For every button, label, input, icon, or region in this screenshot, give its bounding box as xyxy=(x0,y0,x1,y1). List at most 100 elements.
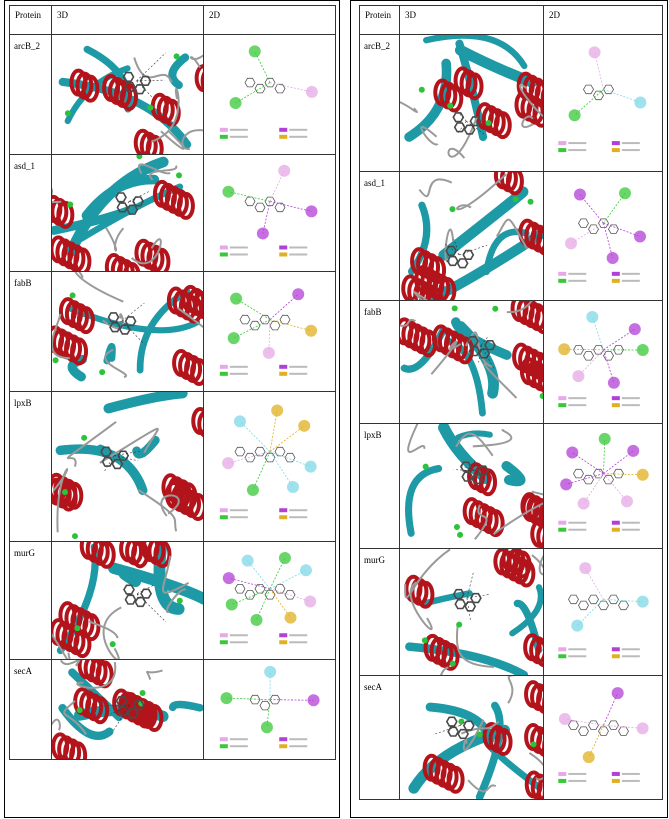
residue-bubble xyxy=(271,404,284,417)
header-2d: 2D xyxy=(543,5,663,35)
ligand-stick-model xyxy=(452,588,482,612)
interaction-dash xyxy=(269,699,314,701)
alpha-helix xyxy=(524,723,543,757)
diagram-background xyxy=(544,301,662,423)
structure-3d-cell xyxy=(51,271,204,392)
coil-segment xyxy=(104,226,125,252)
alpha-helix xyxy=(102,74,139,112)
alpha-helix xyxy=(52,235,92,271)
structure-3d-cell xyxy=(51,659,204,760)
turn-region xyxy=(485,119,492,126)
coil-segment xyxy=(76,661,117,689)
interaction-dash xyxy=(603,89,641,103)
residue-bubble xyxy=(220,692,233,705)
structure-3d-cell xyxy=(399,548,544,676)
interaction-line xyxy=(101,704,130,707)
diagram-background xyxy=(544,549,662,675)
interaction-line xyxy=(136,79,165,82)
alpha-helix xyxy=(530,519,543,548)
structure-3d-cell xyxy=(51,154,204,272)
coil-segment xyxy=(507,676,514,704)
beta-sheet-ribbon xyxy=(509,584,543,637)
turn-region xyxy=(139,689,146,696)
interaction-2d-diagram xyxy=(204,272,335,391)
ligand-stick-model xyxy=(122,71,152,95)
interaction-dash xyxy=(269,588,311,602)
residue-bubble xyxy=(636,595,649,608)
turn-region xyxy=(457,531,464,538)
residue-bubble xyxy=(246,483,259,496)
residue-bubble xyxy=(620,495,633,508)
interaction-line xyxy=(110,704,130,715)
turn-region xyxy=(418,86,425,93)
interaction-line xyxy=(136,593,140,601)
interaction-dash xyxy=(584,567,604,600)
coil-segment xyxy=(181,129,203,150)
beta-sheet-ribbon xyxy=(501,460,526,487)
protein-row: secA xyxy=(359,675,663,800)
header-3d: 3D xyxy=(399,5,544,35)
alpha-helix xyxy=(119,542,150,569)
coil-segment xyxy=(407,424,426,453)
interaction-2d-cell xyxy=(203,391,336,542)
coil-segment xyxy=(447,116,478,159)
beta-sheet-ribbon xyxy=(118,568,142,588)
alpha-helix xyxy=(423,633,460,671)
interaction-2d-diagram xyxy=(544,301,662,423)
residue-bubble xyxy=(305,324,318,337)
ligand-2d-structure xyxy=(244,77,286,94)
structure-3d-cell xyxy=(399,300,544,424)
residue-bubble xyxy=(230,292,243,305)
interaction-dash xyxy=(226,697,271,700)
residue-bubble xyxy=(566,446,579,459)
protein-row: fabB xyxy=(9,271,336,392)
beta-sheet-ribbon xyxy=(103,342,116,365)
turn-region xyxy=(451,305,458,312)
coil-segment xyxy=(60,660,81,667)
residue-bubble xyxy=(305,85,318,98)
turn-region xyxy=(81,434,88,441)
coil-segment xyxy=(133,57,173,84)
residue-bubble xyxy=(278,552,291,565)
interaction-line xyxy=(453,469,474,471)
interaction-dash xyxy=(603,328,636,351)
turn-region xyxy=(449,206,456,213)
interaction-legend xyxy=(219,508,308,520)
interaction-dash xyxy=(228,191,271,202)
interaction-2d-cell xyxy=(543,34,663,172)
beta-sheet-ribbon xyxy=(58,703,114,740)
coil-segment xyxy=(404,549,451,599)
residue-bubble xyxy=(256,227,269,240)
interaction-dash xyxy=(594,52,604,90)
turn-region xyxy=(456,621,463,628)
interaction-line xyxy=(136,52,166,82)
turn-region xyxy=(67,201,74,208)
coil-segment xyxy=(495,218,528,250)
interaction-2d-diagram xyxy=(544,676,662,799)
residue-bubble xyxy=(286,481,299,494)
turn-region xyxy=(453,523,460,530)
interaction-dash xyxy=(564,348,604,351)
structure-3d-image xyxy=(52,542,203,659)
alpha-helix xyxy=(69,68,100,103)
alpha-helix xyxy=(104,253,141,271)
alpha-helix xyxy=(462,497,505,538)
interaction-line xyxy=(480,344,495,370)
coil-segment xyxy=(456,173,507,211)
diagram-background xyxy=(544,676,662,799)
coil-segment xyxy=(456,625,495,669)
residue-bubble xyxy=(284,611,297,624)
beta-sheet-ribbon xyxy=(455,321,499,399)
interaction-2d-cell xyxy=(543,548,663,676)
interaction-2d-cell xyxy=(203,154,336,272)
interaction-dash xyxy=(269,293,299,320)
interaction-dash xyxy=(603,473,628,502)
interaction-line xyxy=(478,345,482,363)
interaction-legend xyxy=(558,141,640,153)
interaction-legend xyxy=(558,396,640,408)
header-row: Protein 3D 2D xyxy=(9,5,336,35)
interaction-dash xyxy=(269,451,294,488)
alpha-helix xyxy=(422,753,465,794)
protein-row: arcB_2 xyxy=(359,34,663,172)
interaction-line xyxy=(103,455,115,473)
